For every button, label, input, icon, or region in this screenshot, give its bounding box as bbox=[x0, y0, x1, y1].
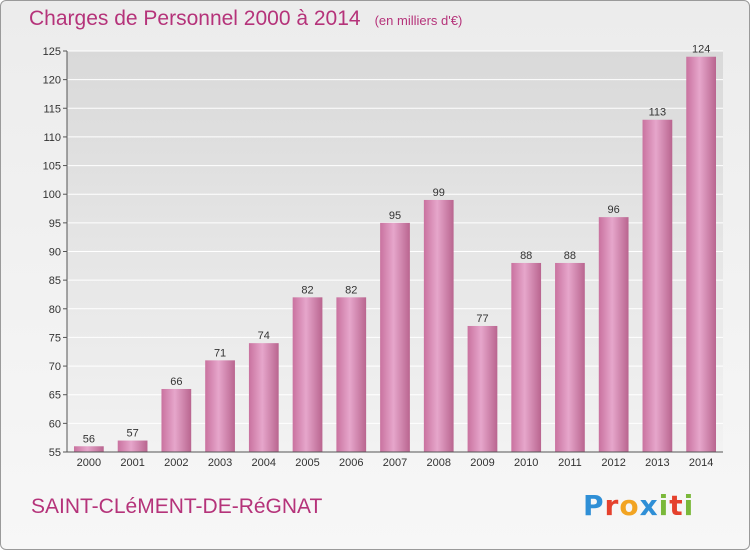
bar-2010 bbox=[511, 262, 542, 452]
y-tick-label: 90 bbox=[49, 247, 61, 259]
y-tick-label: 110 bbox=[43, 132, 61, 144]
x-tick-label: 2007 bbox=[383, 457, 407, 469]
bar-2008 bbox=[423, 199, 454, 452]
value-label: 66 bbox=[170, 376, 182, 388]
x-tick-label: 2003 bbox=[208, 457, 232, 469]
y-tick-label: 95 bbox=[49, 218, 61, 230]
x-tick-label: 2009 bbox=[470, 457, 494, 469]
bar-2003 bbox=[205, 360, 235, 452]
y-tick-label: 70 bbox=[49, 361, 61, 373]
logo-letter: P bbox=[583, 489, 605, 522]
bars: 56 57 66 71 74 82 82 95 99 77 88 88 96 113 124 bbox=[73, 44, 717, 452]
x-tick-label: 2013 bbox=[645, 457, 669, 469]
value-label: 95 bbox=[389, 210, 401, 222]
y-tick-label: 55 bbox=[49, 447, 61, 459]
y-tick-label: 115 bbox=[43, 103, 61, 115]
y-tick-label: 80 bbox=[49, 304, 61, 316]
proxiti-logo: Proxiti bbox=[583, 489, 694, 522]
x-tick-label: 2010 bbox=[514, 457, 538, 469]
y-tick-label: 125 bbox=[43, 46, 61, 58]
value-label: 71 bbox=[214, 347, 226, 359]
value-label: 77 bbox=[476, 313, 488, 325]
y-tick-label: 65 bbox=[49, 390, 61, 402]
y-tick-label: 120 bbox=[43, 75, 61, 87]
town-name: SAINT-CLéMENT-DE-RéGNAT bbox=[31, 495, 323, 518]
y-tick-label: 60 bbox=[49, 418, 61, 430]
bar-2001 bbox=[117, 440, 148, 452]
title-text: Charges de Personnel 2000 à 2014 bbox=[29, 7, 361, 30]
value-label: 82 bbox=[345, 284, 357, 296]
chart-title: Charges de Personnel 2000 à 2014 (en mill… bbox=[29, 7, 462, 31]
bar-2002 bbox=[161, 388, 192, 452]
bar-2009 bbox=[467, 325, 498, 452]
x-tick-label: 2006 bbox=[339, 457, 363, 469]
x-tick-label: 2001 bbox=[120, 457, 144, 469]
bar-2011 bbox=[555, 262, 585, 452]
x-tick-label: 2005 bbox=[295, 457, 319, 469]
x-tick-label: 2008 bbox=[426, 457, 450, 469]
y-tick-label: 100 bbox=[43, 189, 61, 201]
value-label: 82 bbox=[301, 284, 313, 296]
value-label: 113 bbox=[649, 107, 667, 119]
value-label: 96 bbox=[608, 204, 620, 216]
x-tick-label: 2012 bbox=[601, 457, 625, 469]
value-label: 88 bbox=[564, 250, 576, 262]
y-tick-label: 85 bbox=[49, 275, 61, 287]
y-tick-label: 75 bbox=[49, 332, 61, 344]
y-tick-label: 105 bbox=[43, 161, 61, 173]
value-label: 57 bbox=[126, 428, 138, 440]
value-label: 99 bbox=[433, 187, 445, 199]
logo-letter: i bbox=[683, 489, 695, 522]
y-axis: 55 60 65 70 75 80 85 90 95 100 105 110 115 120 125 bbox=[43, 46, 68, 459]
bar-2007 bbox=[380, 222, 410, 452]
logo-letter: r bbox=[604, 489, 620, 522]
bar-2012 bbox=[598, 217, 629, 452]
bar-2004 bbox=[248, 343, 279, 452]
bar-2014 bbox=[686, 56, 717, 452]
logo-letter: o bbox=[619, 489, 640, 522]
x-tick-label: 2004 bbox=[252, 457, 276, 469]
x-tick-label: 2014 bbox=[689, 457, 713, 469]
value-label: 56 bbox=[83, 433, 95, 445]
logo-letter: t bbox=[669, 489, 684, 522]
value-label: 88 bbox=[520, 250, 532, 262]
value-label: 124 bbox=[692, 44, 710, 56]
logo-letter: i bbox=[658, 489, 670, 522]
x-tick-label: 2002 bbox=[164, 457, 188, 469]
x-tick-label: 2011 bbox=[558, 457, 582, 469]
x-tick-label: 2000 bbox=[77, 457, 101, 469]
bar-2000 bbox=[73, 446, 104, 452]
bar-2005 bbox=[292, 297, 323, 452]
logo-letter: x bbox=[639, 489, 659, 522]
bar-2013 bbox=[642, 119, 673, 452]
x-axis: 2000 2001 2002 2003 2004 2005 2006 2007 2008 2009… bbox=[67, 451, 723, 469]
value-label: 74 bbox=[258, 330, 270, 342]
bar-2006 bbox=[336, 297, 367, 452]
unit-note: (en milliers d'€) bbox=[374, 13, 463, 28]
